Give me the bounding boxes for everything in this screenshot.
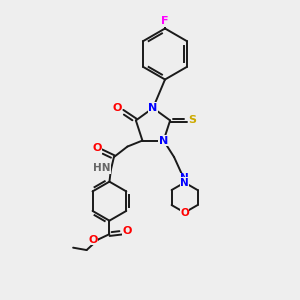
- Text: F: F: [161, 16, 169, 26]
- Text: N: N: [159, 136, 168, 146]
- Text: O: O: [122, 226, 132, 236]
- Text: O: O: [180, 208, 189, 218]
- Text: O: O: [112, 103, 122, 113]
- Text: O: O: [92, 143, 101, 153]
- Text: S: S: [189, 116, 196, 125]
- Text: N: N: [180, 173, 189, 183]
- Text: O: O: [88, 235, 98, 244]
- Text: HN: HN: [93, 163, 110, 173]
- Text: N: N: [180, 178, 189, 188]
- Text: N: N: [148, 103, 158, 113]
